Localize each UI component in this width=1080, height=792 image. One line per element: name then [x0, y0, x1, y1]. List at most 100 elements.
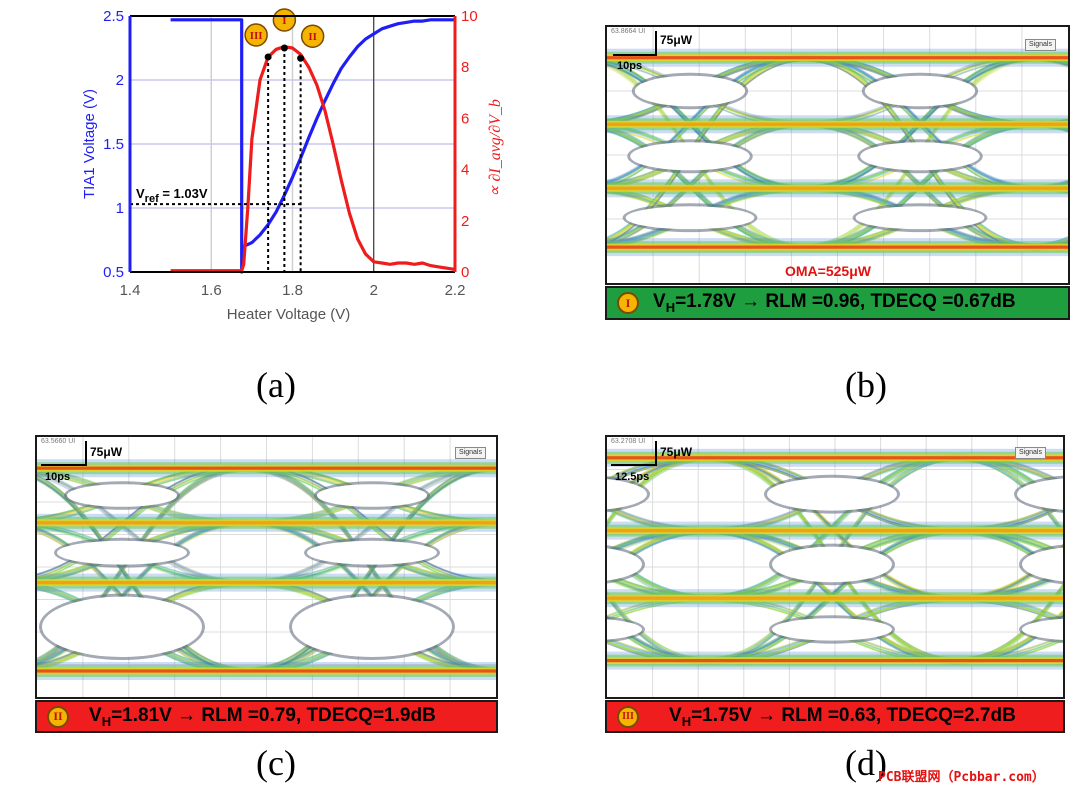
power-scale-label-d: 75μW: [660, 445, 693, 459]
banner-text-b: VH=1.78V → RLM =0.96, TDECQ =0.67dB: [653, 291, 1016, 315]
oma-label-b: OMA=525μW: [785, 263, 871, 279]
series-line-left: [170, 18, 455, 274]
time-scale-bar-d: [611, 464, 657, 466]
power-scale-label-c: 75μW: [90, 445, 123, 459]
time-scale-bar-b: [613, 54, 657, 56]
level-band-peak-1: [607, 529, 1063, 533]
y2-tick-label-5: 10: [461, 8, 478, 25]
banner-text-d: VH=1.75V → RLM =0.63, TDECQ=2.7dB: [669, 704, 1016, 729]
y2-tick-label-1: 2: [461, 213, 469, 230]
level-band-peak-3: [37, 669, 496, 673]
power-scale-bar-d: [655, 441, 657, 465]
eye-opening: [855, 206, 985, 230]
y2-tick-label-0: 0: [461, 264, 469, 281]
eye-opening: [1017, 478, 1063, 510]
eye-diagram-c: [35, 435, 498, 699]
eye-top-label-c: 63.5660 UI: [41, 438, 76, 445]
y2-tick-label-2: 4: [461, 162, 469, 179]
eye-diagram-b: [605, 25, 1070, 285]
result-banner-b: I VH=1.78V → RLM =0.96, TDECQ =0.67dB: [605, 286, 1070, 320]
eye-opening: [607, 548, 642, 581]
eye-opening: [307, 540, 437, 565]
x-axis-label: Heater Voltage (V): [227, 306, 350, 323]
eye-opening: [625, 206, 755, 230]
marker-badge-I-icon: [272, 8, 297, 32]
eye-opening: [57, 540, 187, 565]
y2-tick-label-3: 6: [461, 110, 469, 127]
caption-a: (a): [256, 365, 296, 405]
level-band-peak-2: [37, 581, 496, 585]
x-tick-label-4: 2.2: [445, 282, 466, 299]
marker-badge-II-icon: [300, 24, 325, 48]
level-band-peak-0: [37, 466, 496, 470]
marker-badge-label-II: II: [308, 31, 317, 43]
watermark: PCB联盟网（Pcbbar.com）: [878, 770, 1045, 785]
eye-opening: [767, 477, 897, 511]
marker-point-III: [264, 53, 272, 61]
time-scale-label-b: 10ps: [617, 60, 643, 72]
time-scale-label-c: 10ps: [45, 471, 71, 483]
eye-opening: [1022, 618, 1063, 641]
signals-dropdown-c: Signals: [455, 447, 486, 459]
eye-diagram-plot-b: [607, 27, 1068, 283]
eye-opening: [860, 142, 980, 171]
x-tick-label-3: 2: [370, 282, 378, 299]
caption-b: (b): [845, 365, 887, 405]
eye-opening: [772, 546, 892, 583]
y2-tick-label-4: 8: [461, 59, 469, 76]
result-banner-c: II VH=1.81V → RLM =0.79, TDECQ=1.9dB: [35, 700, 498, 733]
eye-opening: [864, 75, 976, 107]
marker-I-icon: I: [617, 292, 639, 314]
time-scale-label-d: 12.5ps: [615, 471, 650, 483]
eye-top-label-b: 63.8664 UI: [611, 28, 646, 35]
eye-opening: [292, 596, 452, 657]
caption-d: (d): [845, 743, 887, 783]
eye-diagram-d: [605, 435, 1065, 699]
power-scale-bar-b: [655, 31, 657, 55]
eye-opening: [42, 596, 202, 657]
marker-badge-label-I: I: [282, 15, 286, 27]
eye-diagram-plot-d: [607, 437, 1063, 697]
banner-text-c: VH=1.81V → RLM =0.79, TDECQ=1.9dB: [89, 704, 436, 729]
eye-diagram-plot-c: [37, 437, 496, 697]
caption-c: (c): [256, 743, 296, 783]
signals-dropdown-d: Signals: [1015, 447, 1046, 459]
x-tick-label-0: 1.4: [120, 282, 141, 299]
marker-III-icon: III: [617, 705, 639, 728]
level-band-peak-0: [607, 456, 1063, 460]
power-scale-label-b: 75μW: [660, 33, 693, 47]
eye-opening: [630, 142, 750, 171]
eye-opening: [772, 618, 892, 641]
series-line-right: [170, 45, 456, 273]
level-band-peak-1: [607, 122, 1068, 126]
eye-panel-d: 63.2708 UI 75μW 12.5ps Signals III VH=1.…: [605, 435, 1065, 733]
eye-top-label-d: 63.2708 UI: [611, 438, 646, 445]
y-tick-label-2: 1.5: [103, 136, 124, 153]
level-band-peak-1: [37, 521, 496, 525]
power-scale-bar-c: [85, 441, 87, 465]
level-band-peak-3: [607, 659, 1063, 663]
x-tick-label-1: 1.6: [201, 282, 222, 299]
eye-opening: [607, 619, 642, 640]
result-banner-d: III VH=1.75V → RLM =0.63, TDECQ=2.7dB: [605, 700, 1065, 733]
x-tick-label-2: 1.8: [282, 282, 303, 299]
marker-point-II: [297, 54, 305, 62]
eye-opening: [607, 479, 647, 510]
level-band-peak-0: [607, 56, 1068, 60]
marker-badge-III-icon: [244, 23, 268, 47]
time-scale-bar-c: [41, 464, 87, 466]
eye-panel-b: 63.8664 UI 75μW 10ps Signals OMA=525μW I…: [605, 25, 1070, 320]
marker-II-icon: II: [47, 705, 69, 728]
y-tick-label-4: 2.5: [103, 8, 124, 25]
y2-axis-label: ∝ ∂I_avg/∂V_b: [487, 99, 504, 197]
y-axis-label: TIA1 Voltage (V): [81, 89, 98, 199]
y-tick-label-1: 1: [116, 200, 124, 217]
level-band-peak-3: [607, 245, 1068, 249]
eye-opening: [317, 484, 427, 507]
y-tick-label-0: 0.5: [103, 264, 124, 281]
eye-opening: [67, 484, 177, 507]
y-tick-label-3: 2: [116, 72, 124, 89]
marker-point-I: [280, 44, 288, 52]
signals-dropdown-b: Signals: [1025, 39, 1056, 51]
